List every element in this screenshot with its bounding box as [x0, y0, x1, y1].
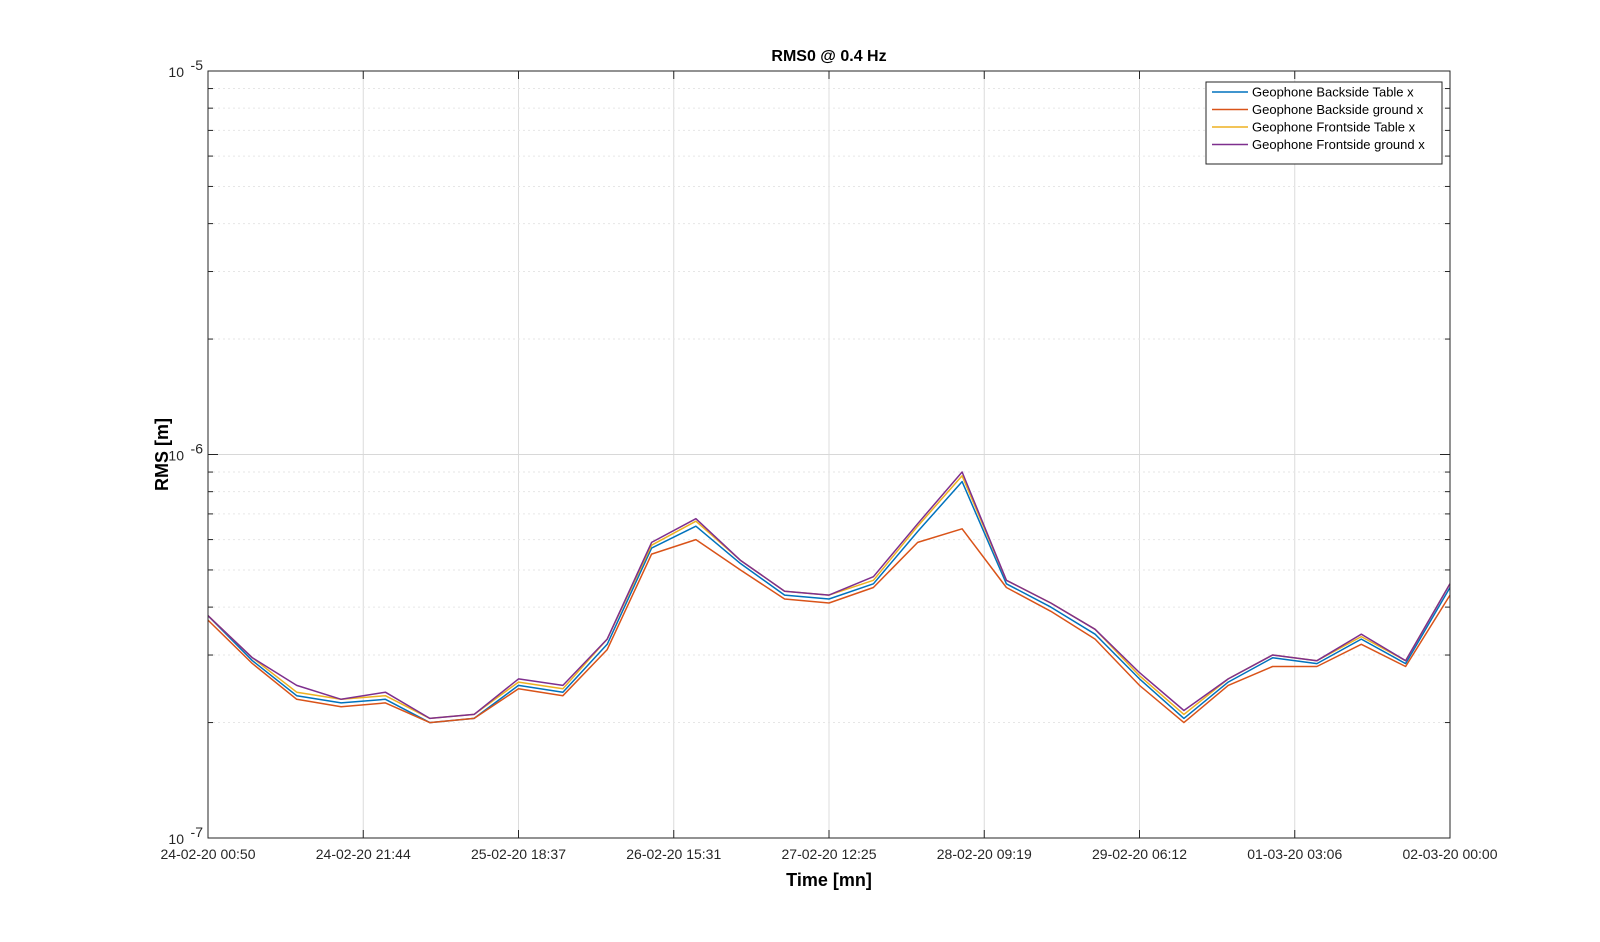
x-tick-label: 24-02-20 21:44	[316, 846, 411, 862]
legend-entry: Geophone Backside Table x	[1252, 85, 1414, 100]
chart-title: RMS0 @ 0.4 Hz	[771, 48, 886, 65]
x-tick-label: 24-02-20 00:50	[161, 846, 256, 862]
x-tick-label: 26-02-20 15:31	[626, 846, 721, 862]
x-tick-labels: 24-02-20 00:50 24-02-20 21:44 25-02-20 18:…	[161, 846, 1498, 862]
series-line-2	[207, 528, 1451, 724]
x-tick-label: 29-02-20 06:12	[1092, 846, 1187, 862]
legend-entry: Geophone Frontside ground x	[1252, 137, 1425, 152]
legend-entry: Geophone Backside ground x	[1252, 102, 1424, 117]
x-tick-label: 01-03-20 03:06	[1247, 846, 1342, 862]
legend-box	[1205, 81, 1443, 165]
y-tick-exponent: -6	[191, 441, 204, 457]
legend-entry: Geophone Frontside Table x	[1252, 120, 1416, 135]
y-tick-label: 10	[168, 64, 184, 80]
series-line-1	[207, 480, 1451, 724]
data-series	[207, 471, 1451, 724]
grid-lines	[208, 71, 1450, 838]
y-axis-label: RMS [m]	[152, 418, 172, 491]
x-tick-label: 25-02-20 18:37	[471, 846, 566, 862]
y-tick-exponent: -5	[191, 57, 204, 73]
y-tick-exponent: -7	[191, 824, 204, 840]
y-tick-labels: 10 -5 10 -6 10 -7	[168, 57, 203, 847]
x-tick-label: 28-02-20 09:19	[937, 846, 1032, 862]
x-tick-label: 27-02-20 12:25	[782, 846, 877, 862]
x-axis-label: Time [mn]	[786, 870, 872, 890]
series-line-4	[207, 471, 1451, 720]
y-tick-label: 10	[168, 448, 184, 464]
axis-ticks	[207, 70, 1451, 839]
legend: Geophone Backside Table x Geophone Backsi…	[1205, 81, 1443, 165]
y-tick-label: 10	[168, 831, 184, 847]
x-tick-label: 02-03-20 00:00	[1403, 846, 1498, 862]
